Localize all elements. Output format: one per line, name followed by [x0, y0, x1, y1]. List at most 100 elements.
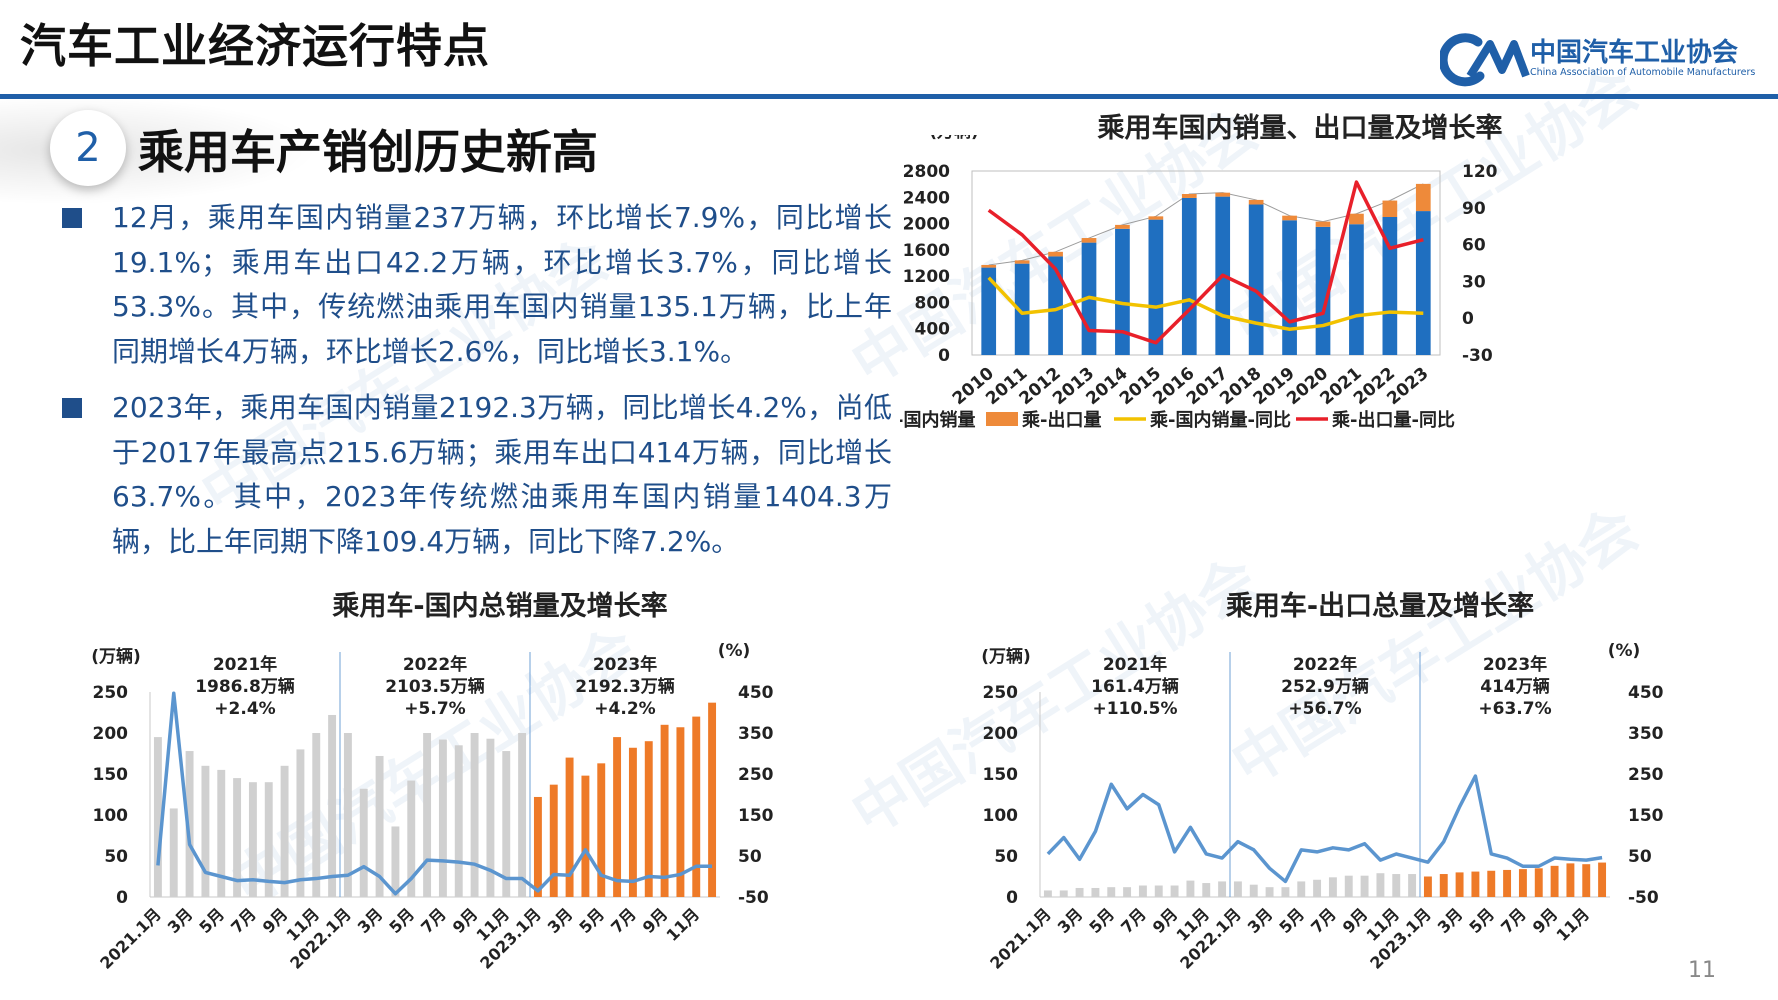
bar-monthly-volume	[1423, 876, 1432, 897]
x-tick-label: 7月	[1307, 904, 1340, 937]
x-tick-label: 2021.1月	[96, 904, 164, 972]
section-number-badge: 2	[50, 110, 126, 186]
year-total-annotation: 2021年	[213, 654, 277, 675]
year-total-annotation: +56.7%	[1288, 699, 1361, 719]
bar-monthly-volume	[328, 714, 337, 897]
bar-export-volume	[1048, 251, 1063, 257]
bar-monthly-volume	[1376, 873, 1385, 897]
y2-tick-label: 90	[1462, 199, 1486, 219]
year-total-annotation: 161.4万辆	[1091, 676, 1179, 697]
bar-monthly-volume	[438, 739, 447, 897]
x-tick-label: 3月	[354, 904, 387, 937]
bar-export-volume	[1315, 221, 1331, 227]
y-tick-label: 800	[915, 293, 951, 313]
x-tick-label: 3月	[544, 904, 577, 937]
bar-domestic-sales	[1415, 211, 1431, 355]
year-total-annotation: +63.7%	[1478, 699, 1551, 719]
bar-monthly-volume	[486, 738, 495, 897]
bar-monthly-volume	[1313, 879, 1322, 897]
bar-monthly-volume	[359, 788, 368, 897]
x-tick-label: 5月	[1465, 904, 1498, 937]
chart-title-annual: 乘用车国内销量、出口量及增长率	[1097, 113, 1503, 144]
y-tick-label: 250	[983, 683, 1019, 703]
bar-monthly-volume	[1123, 887, 1132, 897]
legend-label: 乘-出口量-同比	[1331, 409, 1455, 431]
bar-domestic-sales	[1014, 263, 1030, 355]
bar-export-volume	[981, 264, 997, 268]
bar-monthly-volume	[1059, 890, 1068, 897]
x-tick-label: 5月	[1275, 904, 1308, 937]
x-tick-label: 7月	[607, 904, 640, 937]
bar-domestic-sales	[1349, 224, 1364, 355]
bar-monthly-volume	[1328, 877, 1337, 897]
y2-tick-label: 250	[1628, 765, 1664, 785]
bar-monthly-volume	[1550, 865, 1559, 897]
legend-swatch	[986, 412, 1018, 426]
bar-monthly-volume	[1170, 885, 1179, 897]
y-axis-unit-label: (万辆)	[929, 135, 979, 142]
bar-monthly-volume	[1043, 890, 1052, 897]
page-title: 汽车工业经济运行特点	[20, 19, 490, 73]
bar-monthly-volume	[613, 737, 622, 897]
y2-tick-label: 350	[1628, 724, 1664, 744]
bar-monthly-volume	[1281, 887, 1290, 897]
bar-export-volume	[1014, 260, 1030, 264]
legend-label: 乘-出口量	[1021, 409, 1101, 431]
bar-domestic-sales	[1282, 220, 1297, 355]
bar-monthly-volume	[1503, 869, 1512, 897]
bar-export-volume	[1115, 224, 1130, 229]
y2-tick-label: 120	[1462, 162, 1498, 182]
bullet-square-icon	[62, 208, 82, 228]
bar-monthly-volume	[264, 782, 273, 897]
x-tick-label: 7月	[1117, 904, 1150, 937]
bar-monthly-volume	[454, 745, 463, 897]
bar-domestic-sales	[1382, 217, 1398, 355]
y-tick-label: 150	[93, 765, 129, 785]
y2-axis-unit-label: (%)	[1608, 641, 1641, 661]
x-tick-label: 2021.1月	[986, 904, 1054, 972]
year-total-annotation: 2023年	[593, 654, 657, 675]
bar-export-volume	[1215, 192, 1231, 197]
y2-tick-label: 150	[738, 806, 774, 826]
bar-monthly-volume	[280, 765, 289, 897]
bar-monthly-volume	[692, 716, 701, 897]
y2-tick-label: 30	[1462, 272, 1486, 292]
line-growth-rate	[156, 691, 713, 896]
bar-monthly-volume	[518, 733, 527, 897]
year-total-annotation: +110.5%	[1092, 699, 1177, 719]
bar-monthly-volume	[1360, 875, 1369, 897]
y2-axis-unit-label: (%)	[1478, 135, 1511, 136]
bar-monthly-volume	[1534, 868, 1543, 897]
logo-name-cn: 中国汽车工业协会	[1530, 38, 1739, 68]
x-tick-label: 11月	[663, 904, 704, 945]
y-tick-label: 150	[983, 765, 1019, 785]
bar-monthly-volume	[201, 765, 210, 897]
bar-monthly-volume	[1138, 885, 1147, 897]
y2-tick-label: -50	[1628, 888, 1659, 908]
bar-monthly-volume	[1566, 863, 1575, 897]
bar-monthly-volume	[565, 757, 574, 897]
bar-monthly-volume	[375, 755, 384, 897]
bar-monthly-volume	[296, 749, 305, 897]
year-total-annotation: 2192.3万辆	[575, 676, 675, 697]
x-tick-label: 3月	[1054, 904, 1087, 937]
bar-export-volume	[1382, 200, 1398, 217]
bar-domestic-sales	[1148, 219, 1164, 355]
y-tick-label: 0	[1006, 888, 1018, 908]
y-tick-label: 250	[93, 683, 129, 703]
legend-label: 乘-国内销量	[900, 409, 975, 431]
x-tick-label: 5月	[1085, 904, 1118, 937]
bar-domestic-sales	[1048, 256, 1063, 355]
bar-monthly-volume	[1471, 871, 1480, 897]
bar-domestic-sales	[1181, 197, 1197, 355]
bar-export-volume	[1282, 215, 1297, 221]
y-tick-label: 1200	[903, 267, 950, 287]
bar-export-volume	[1181, 194, 1197, 198]
bar-monthly-volume	[407, 780, 416, 897]
y2-tick-label: 150	[1628, 806, 1664, 826]
year-total-annotation: 2021年	[1103, 654, 1167, 675]
caam-logo: 中国汽车工业协会 China Association of Automobile…	[1438, 30, 1770, 90]
line-export-growth	[987, 180, 1424, 345]
chart-domestic-monthly: (万辆) (%) 0 50 100 150 200 250 -50 50 150 250 350 450 2…	[91, 641, 774, 973]
year-total-annotation: +2.4%	[214, 699, 275, 719]
